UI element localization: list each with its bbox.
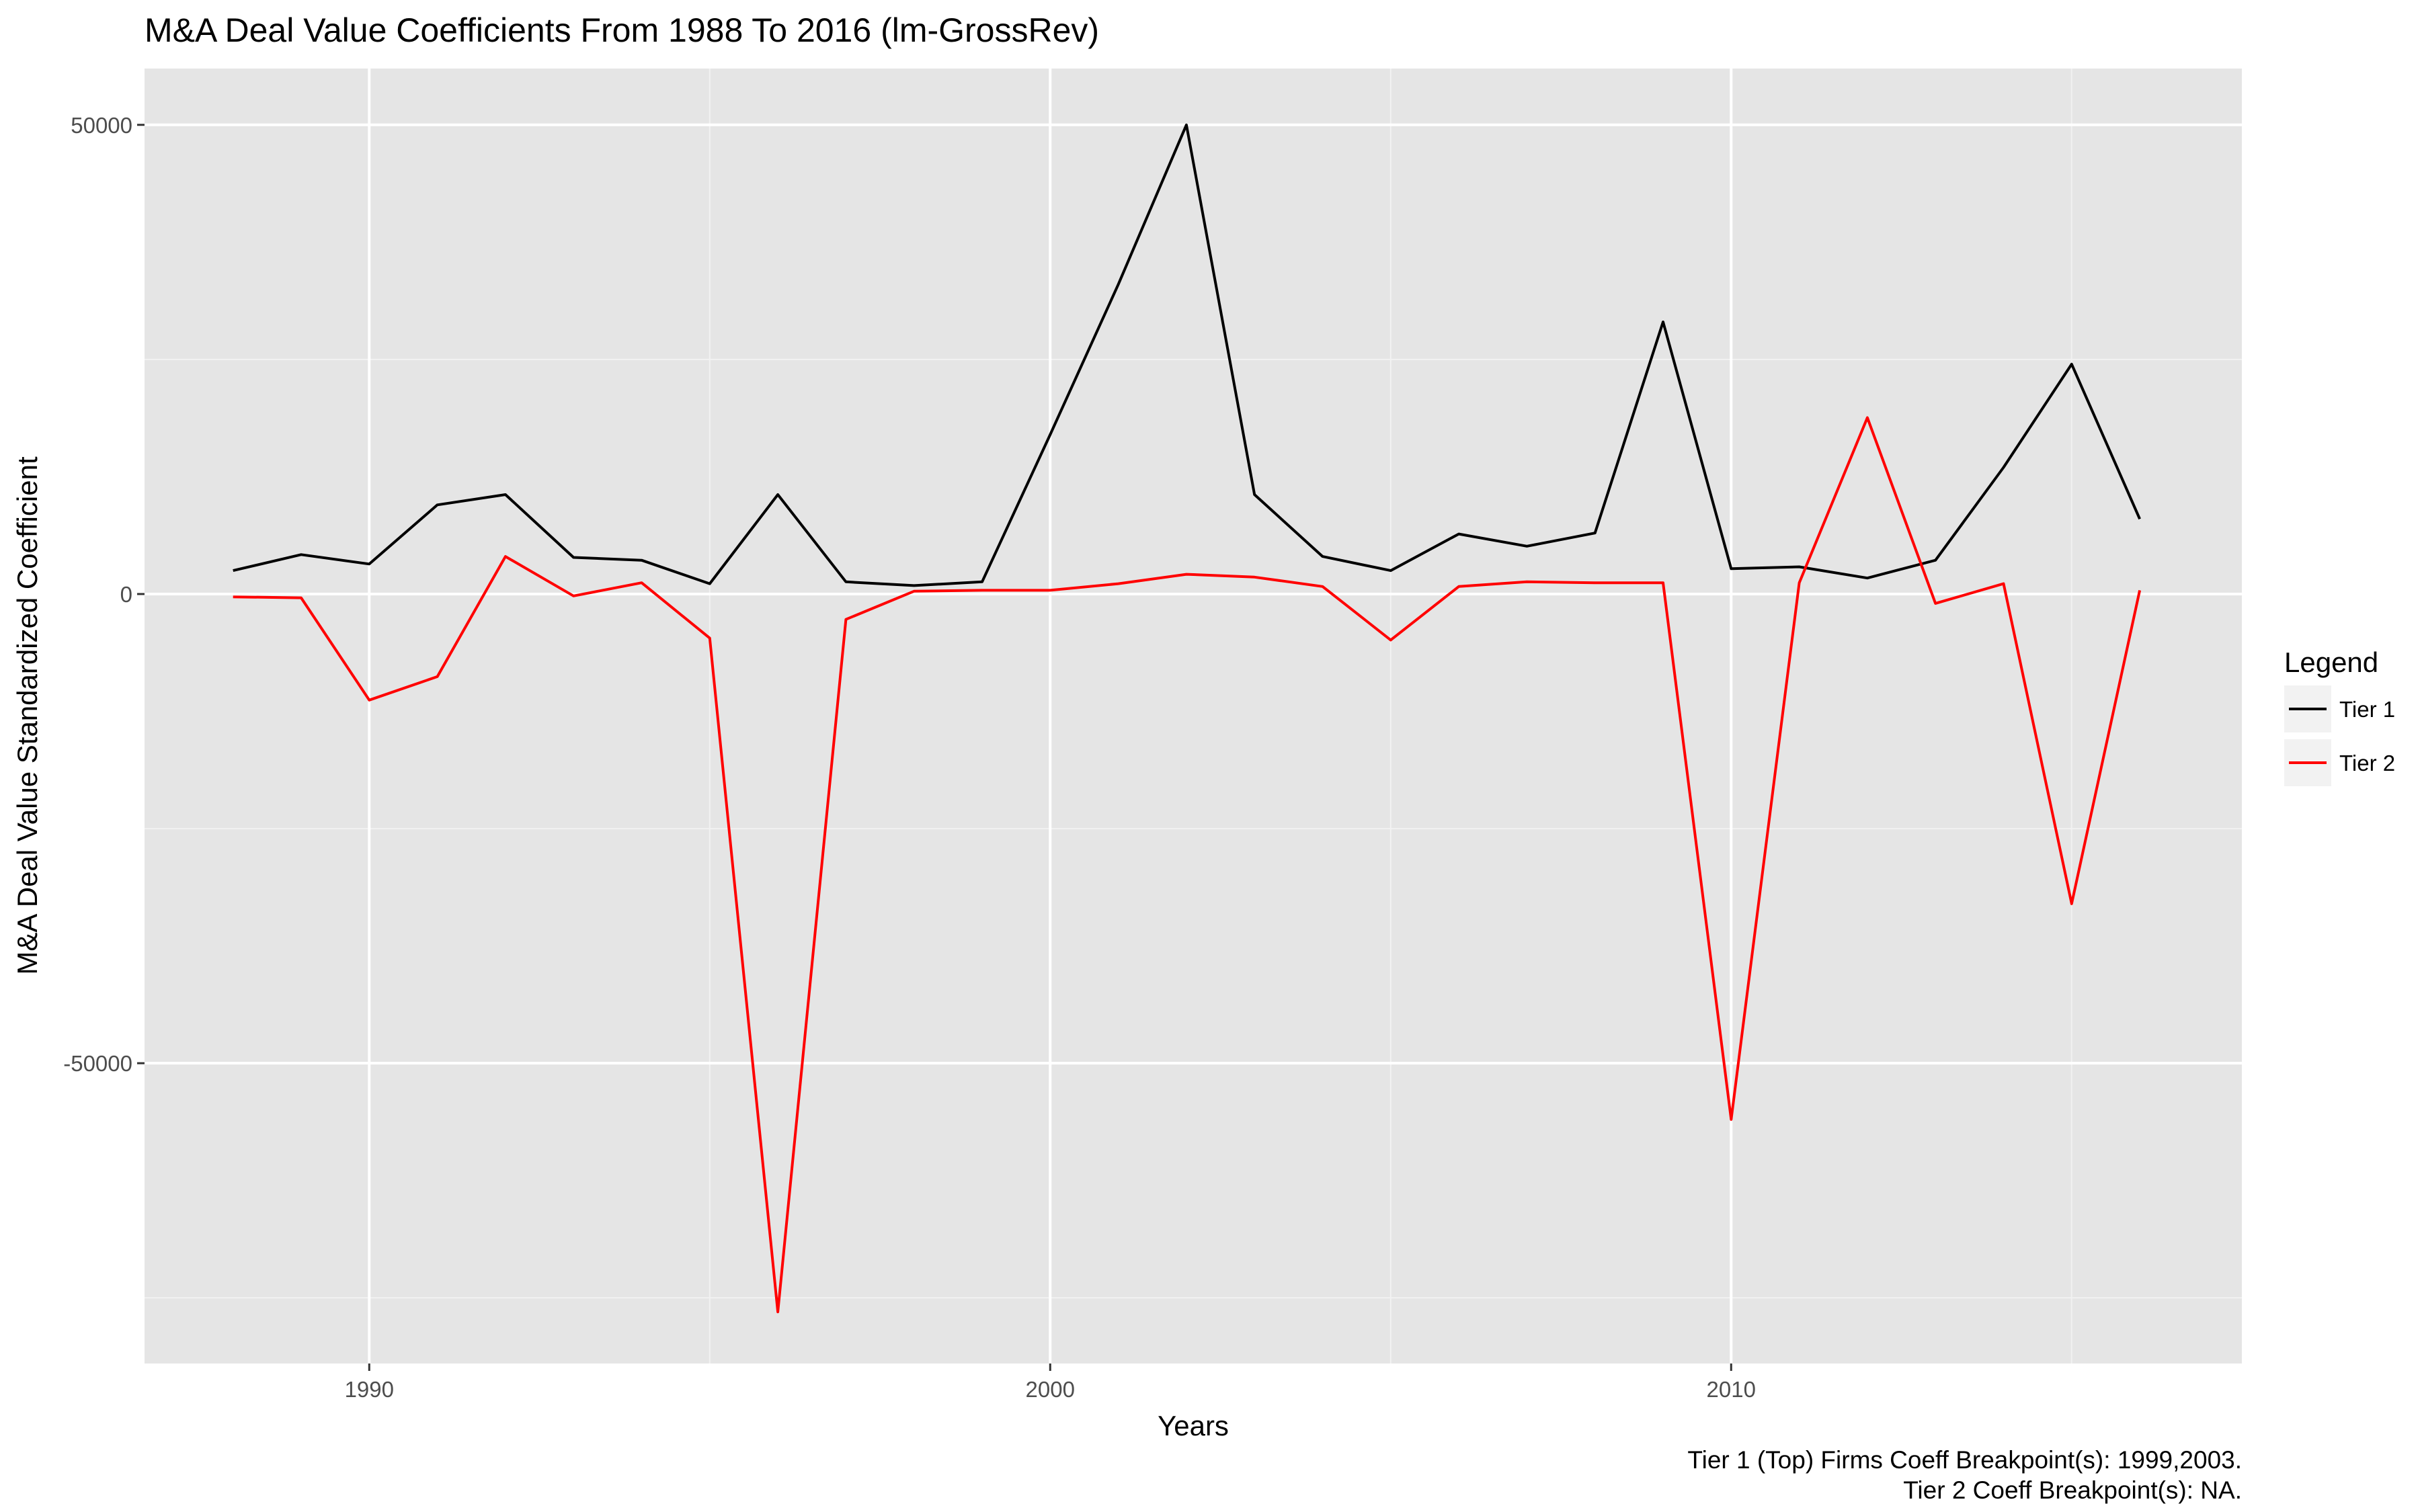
x-axis-title: Years — [1158, 1410, 1229, 1441]
y-axis-title: M&A Deal Value Standardized Coefficient — [11, 456, 43, 975]
series-line-tier-2 — [233, 416, 2142, 1314]
x-tick-label: 1990 — [345, 1377, 394, 1402]
y-axis: 50000 0 -50000 — [63, 113, 145, 1076]
caption-line-2: Tier 2 Coeff Breakpoint(s): NA. — [1903, 1476, 2242, 1504]
series-layer — [233, 123, 2142, 1314]
legend: Legend Tier 1 Tier 2 — [2284, 646, 2395, 786]
x-axis: 1990 2000 2010 — [345, 1363, 1756, 1402]
y-tick-label: 0 — [120, 582, 132, 607]
legend-title: Legend — [2284, 646, 2378, 678]
plot-panel — [145, 69, 2242, 1363]
chart-title: M&A Deal Value Coefficients From 1988 To… — [145, 11, 1099, 49]
legend-entries: Tier 1 Tier 2 — [2284, 685, 2395, 786]
legend-label-tier-1: Tier 1 — [2339, 697, 2395, 722]
major-gridlines — [145, 69, 2242, 1363]
legend-label-tier-2: Tier 2 — [2339, 751, 2395, 775]
y-tick-label: 50000 — [71, 113, 132, 138]
x-tick-label: 2010 — [1707, 1377, 1756, 1402]
x-tick-label: 2000 — [1026, 1377, 1075, 1402]
minor-gridlines — [145, 69, 2242, 1363]
series-line-tier-1 — [233, 123, 2141, 587]
y-tick-label: -50000 — [63, 1051, 132, 1076]
caption-line-1: Tier 1 (Top) Firms Coeff Breakpoint(s): … — [1687, 1446, 2242, 1474]
